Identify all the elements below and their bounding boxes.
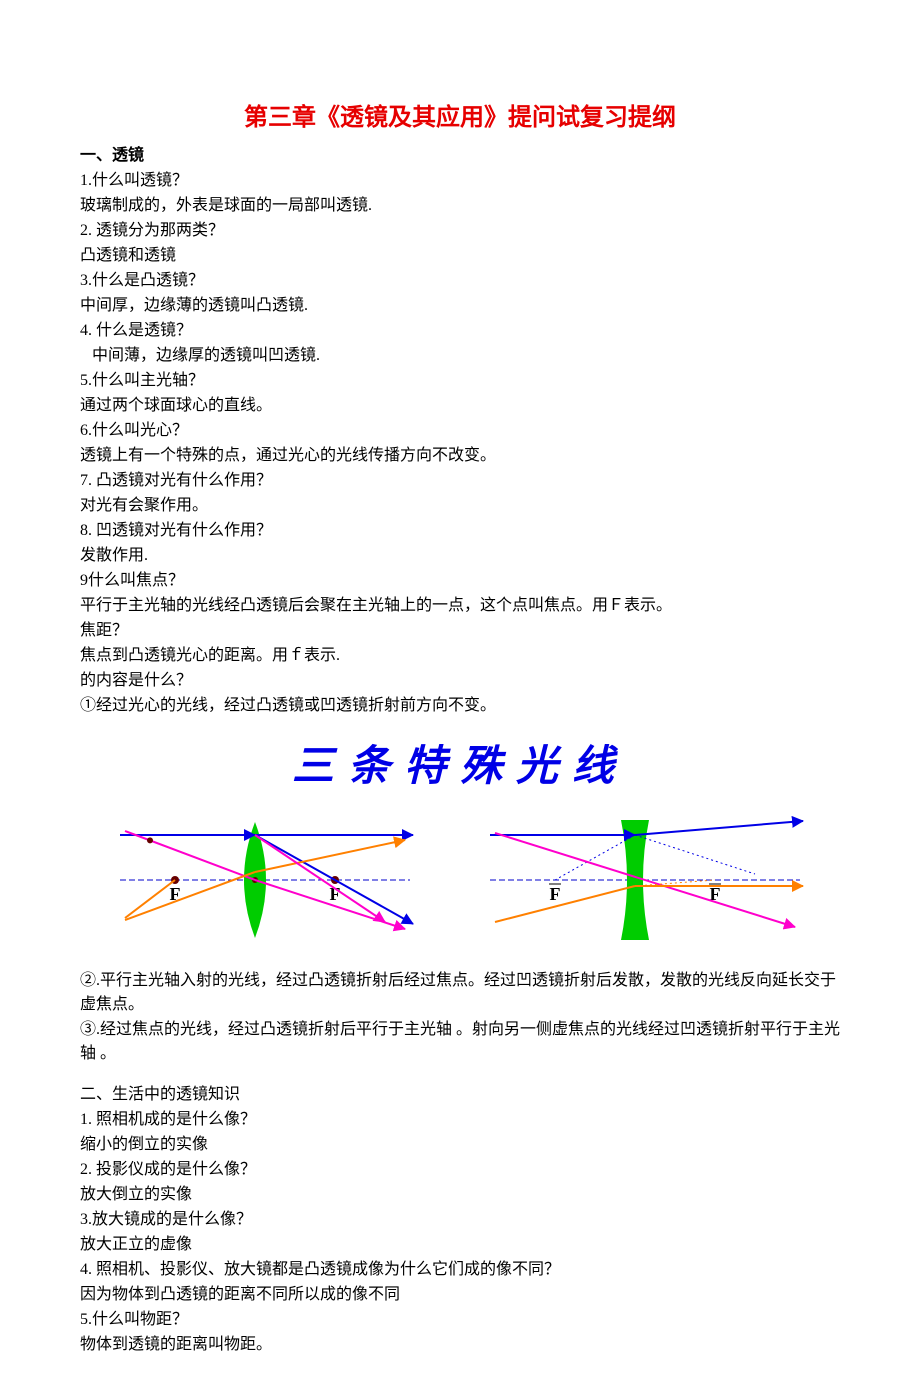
diagram-title-text: 三条特殊光线 — [292, 744, 628, 790]
q-1-5: 5.什么叫主光轴？ — [80, 369, 840, 393]
q-1-10: 焦距？ — [80, 619, 840, 643]
q-1-7: 7. 凸透镜对光有什么作用？ — [80, 469, 840, 493]
a-2-5: 物体到透镜的距离叫物距。 — [80, 1333, 840, 1357]
a-2-4: 因为物体到凸透镜的距离不同所以成的像不同 — [80, 1283, 840, 1307]
a-2-2: 放大倒立的实像 — [80, 1183, 840, 1207]
a-1-9: 平行于主光轴的光线经凸透镜后会聚在主光轴上的一点，这个点叫焦点。用Ｆ表示。 — [80, 594, 840, 618]
page-title: 第三章《透镜及其应用》提问试复习提纲 — [80, 100, 840, 136]
svg-text:F: F — [550, 884, 561, 904]
q-2-4: 4. 照相机、投影仪、放大镜都是凸透镜成像为什么它们成的像不同？ — [80, 1258, 840, 1282]
q-1-4: 4. 什么是透镜？ — [80, 319, 840, 343]
a-1-5: 通过两个球面球心的直线。 — [80, 394, 840, 418]
a-1-6: 透镜上有一个特殊的点，通过光心的光线传播方向不改变。 — [80, 444, 840, 468]
spacer — [80, 1066, 840, 1082]
diagram-title: 三条特殊光线 — [80, 736, 840, 799]
q-2-2: 2. 投影仪成的是什么像？ — [80, 1158, 840, 1182]
a-1-11: ①经过光心的光线，经过凸透镜或凹透镜折射前方向不变。 — [80, 694, 840, 718]
paragraph-3: ③.经过焦点的光线，经过凸透镜折射后平行于主光轴 。射向另一侧虚焦点的光线经过凹… — [80, 1018, 840, 1066]
a-2-1: 缩小的倒立的实像 — [80, 1133, 840, 1157]
q-1-11: 的内容是什么？ — [80, 669, 840, 693]
q-1-3: 3.什么是凸透镜？ — [80, 269, 840, 293]
q-1-1: 1.什么叫透镜？ — [80, 169, 840, 193]
diagram-row: FF FF — [80, 805, 840, 955]
a-1-7: 对光有会聚作用。 — [80, 494, 840, 518]
section-2-heading: 二、生活中的透镜知识 — [80, 1083, 840, 1107]
q-2-1: 1. 照相机成的是什么像？ — [80, 1108, 840, 1132]
a-1-2: 凸透镜和透镜 — [80, 244, 840, 268]
q-1-2: 2. 透镜分为那两类？ — [80, 219, 840, 243]
section-1-heading: 一、透镜 — [80, 144, 840, 168]
concave-lens-diagram: FF — [485, 805, 805, 955]
a-1-10: 焦点到凸透镜光心的距离。用ｆ表示. — [80, 644, 840, 668]
q-1-8: 8. 凹透镜对光有什么作用？ — [80, 519, 840, 543]
q-2-3: 3.放大镜成的是什么像？ — [80, 1208, 840, 1232]
a-2-3: 放大正立的虚像 — [80, 1233, 840, 1257]
convex-lens-diagram: FF — [115, 805, 415, 955]
a-1-3: 中间厚，边缘薄的透镜叫凸透镜. — [80, 294, 840, 318]
a-1-8: 发散作用. — [80, 544, 840, 568]
paragraph-2: ②.平行主光轴入射的光线，经过凸透镜折射后经过焦点。经过凹透镜折射后发散，发散的… — [80, 969, 840, 1017]
a-1-1: 玻璃制成的，外表是球面的一局部叫透镜. — [80, 194, 840, 218]
a-1-4: 中间薄，边缘厚的透镜叫凹透镜. — [80, 344, 840, 368]
q-1-6: 6.什么叫光心？ — [80, 419, 840, 443]
q-2-5: 5.什么叫物距？ — [80, 1308, 840, 1332]
q-1-9: 9什么叫焦点？ — [80, 569, 840, 593]
